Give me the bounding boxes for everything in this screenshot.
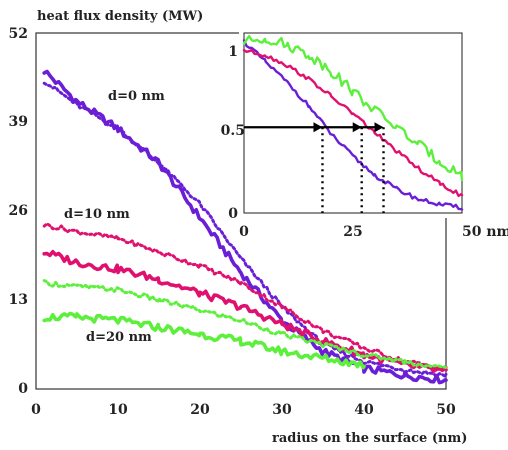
x-tick-10: 10 (108, 402, 128, 418)
y-tick-39: 39 (9, 114, 28, 130)
arrowhead-1 (352, 122, 362, 133)
y-tick-26: 26 (9, 203, 28, 219)
inset-background (239, 13, 463, 218)
main-series (42, 69, 448, 385)
inset-x-tick-50: 50 nm (462, 224, 508, 240)
inset-y-tick-05: 0.5 (221, 123, 245, 139)
main-series-line-3 (42, 222, 448, 370)
inset-series (242, 34, 464, 211)
x-tick-50: 50 (436, 402, 456, 418)
inset-x-tick-0: 0 (239, 224, 249, 240)
x-tick-20: 20 (190, 402, 210, 418)
y-tick-0: 0 (18, 381, 28, 397)
annotation-d10: d=10 nm (64, 207, 130, 222)
inset-series-line-0 (242, 39, 464, 211)
inset-guides (244, 122, 385, 213)
inset-series-line-2 (242, 34, 464, 181)
inset-frame (243, 32, 463, 214)
x-tick-0: 0 (31, 402, 41, 418)
main-series-line-2 (42, 249, 448, 373)
arrowhead-2 (374, 122, 384, 133)
y-tick-52: 52 (9, 26, 28, 42)
main-series-line-5 (42, 279, 448, 370)
main-series-line-4 (42, 311, 366, 370)
annotation-d0: d=0 nm (108, 89, 165, 104)
inset-y-tick-0: 0 (228, 206, 238, 222)
main-ticks: 0 13 26 39 52 0 10 20 30 40 50 (9, 26, 456, 418)
inset-series-line-1 (242, 48, 464, 198)
inset-y-tick-1: 1 (228, 44, 238, 60)
x-tick-40: 40 (354, 402, 374, 418)
x-tick-30: 30 (272, 402, 292, 418)
x-axis-title: radius on the surface (nm) (272, 431, 467, 446)
arrowhead-0 (313, 122, 323, 133)
main-series-line-1 (42, 81, 448, 378)
annotation-d20: d=20 nm (86, 330, 152, 345)
y-tick-13: 13 (9, 292, 28, 308)
inset-x-tick-25: 25 (343, 224, 362, 240)
y-axis-title: heat flux density (MW) (37, 9, 203, 24)
